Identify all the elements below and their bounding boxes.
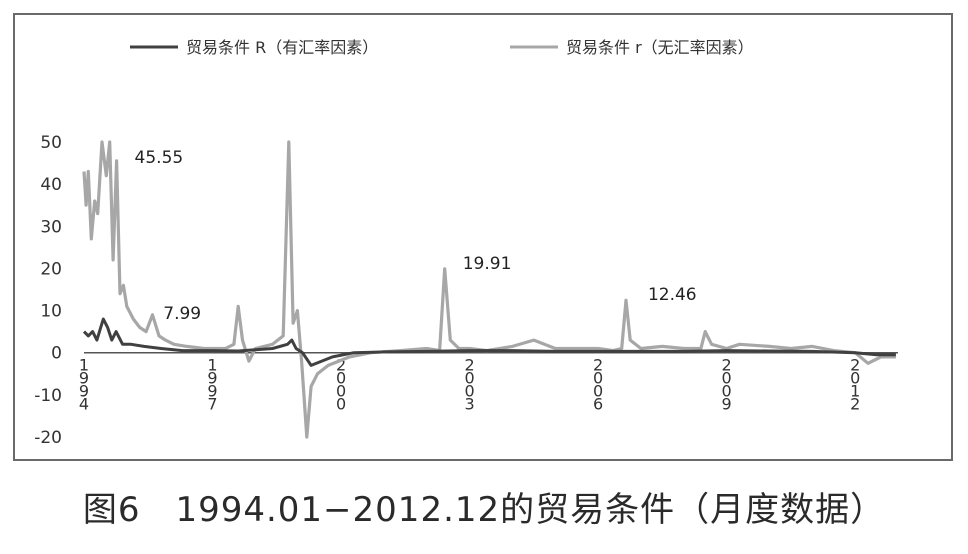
data-labels: 45.55 7.99 19.91 12.46 (135, 148, 697, 324)
y-tick-label: 50 (40, 133, 62, 153)
trade-terms-line-chart: 贸易条件 R（有汇率因素） 贸易条件 r（无汇率因素） 50 40 30 20 10 0 -… (0, 0, 968, 470)
y-tick-label: 20 (40, 259, 62, 279)
y-axis: 50 40 30 20 10 0 -10 -20 (34, 133, 62, 448)
series-line-R (84, 319, 896, 365)
y-tick-label: -20 (34, 428, 62, 448)
figure-caption: 图6 1994.01−2012.12的贸易条件（月度数据） (0, 482, 968, 531)
data-label: 7.99 (163, 304, 201, 324)
y-tick-label: 30 (40, 217, 62, 237)
x-axis: 1 9 9 4 1 9 9 7 2 0 0 0 2 0 0 3 2 0 0 6 2 0 0 9 2 0 1 2 (79, 353, 898, 414)
legend-label-R: 贸易条件 R（有汇率因素） (186, 38, 378, 57)
y-tick-label: -10 (34, 386, 62, 406)
y-tick-label: 10 (40, 302, 62, 322)
data-label: 12.46 (648, 285, 697, 305)
legend: 贸易条件 R（有汇率因素） 贸易条件 r（无汇率因素） (130, 38, 754, 57)
y-tick-label: 40 (40, 175, 62, 195)
data-label: 19.91 (463, 254, 512, 274)
series-lines (84, 142, 896, 437)
series-line-r (84, 142, 896, 437)
y-tick-label: 0 (51, 344, 62, 364)
legend-label-r: 贸易条件 r（无汇率因素） (566, 38, 754, 57)
data-label: 45.55 (135, 148, 184, 168)
